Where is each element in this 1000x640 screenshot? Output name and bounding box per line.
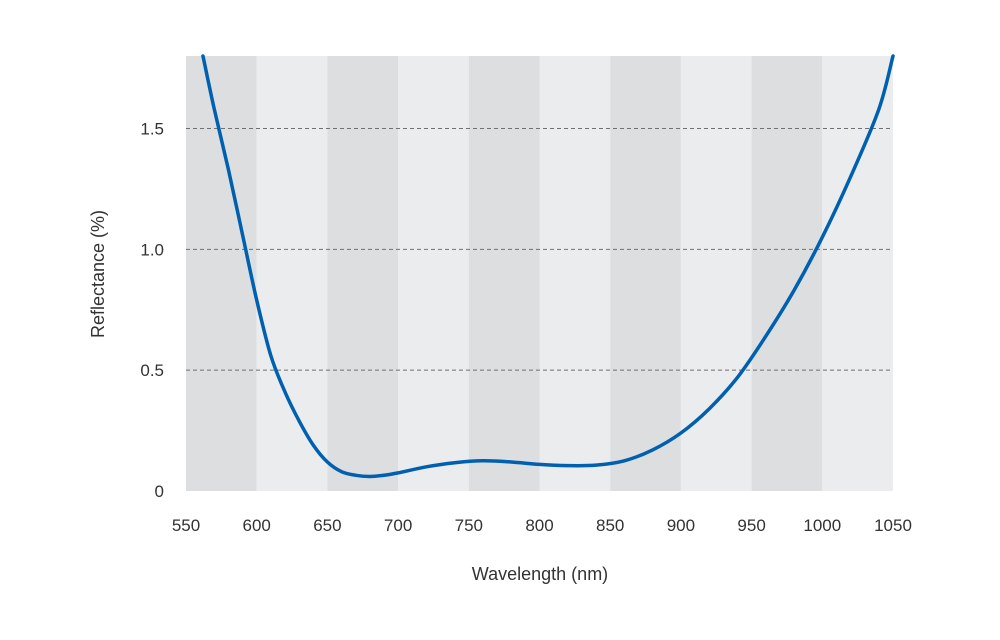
x-tick-labels: 550 600 650 700 750 800 850 900 950 1000 1050 bbox=[172, 516, 912, 535]
background-band bbox=[468, 56, 540, 491]
x-tick-label: 850 bbox=[596, 516, 624, 535]
background-band bbox=[256, 56, 328, 491]
background-band bbox=[186, 56, 257, 491]
background-band bbox=[751, 56, 823, 491]
background-band bbox=[610, 56, 681, 491]
x-tick-label: 750 bbox=[455, 516, 483, 535]
y-tick-label: 0 bbox=[155, 482, 164, 501]
x-tick-label: 550 bbox=[172, 516, 200, 535]
background-bands bbox=[186, 56, 893, 491]
x-tick-label: 600 bbox=[243, 516, 271, 535]
y-tick-labels: 0 0.5 1.0 1.5 bbox=[140, 120, 164, 502]
y-tick-label: 1.0 bbox=[140, 240, 164, 259]
background-band bbox=[398, 56, 469, 491]
y-tick-label: 1.5 bbox=[140, 120, 164, 139]
x-tick-label: 900 bbox=[667, 516, 695, 535]
y-tick-label: 0.5 bbox=[140, 361, 164, 380]
x-tick-label: 800 bbox=[525, 516, 553, 535]
series-group bbox=[201, 54, 895, 479]
x-tick-label: 650 bbox=[313, 516, 341, 535]
x-tick-label: 950 bbox=[737, 516, 765, 535]
x-tick-label: 700 bbox=[384, 516, 412, 535]
x-axis-title: Wavelength (nm) bbox=[472, 564, 608, 584]
x-tick-label: 1000 bbox=[803, 516, 841, 535]
y-axis-title: Reflectance (%) bbox=[88, 210, 108, 338]
grid-lines bbox=[186, 128, 893, 371]
background-band bbox=[327, 56, 399, 491]
reflectance-series-line bbox=[201, 54, 895, 479]
background-band bbox=[539, 56, 611, 491]
x-tick-label: 1050 bbox=[874, 516, 912, 535]
background-band bbox=[822, 56, 893, 491]
